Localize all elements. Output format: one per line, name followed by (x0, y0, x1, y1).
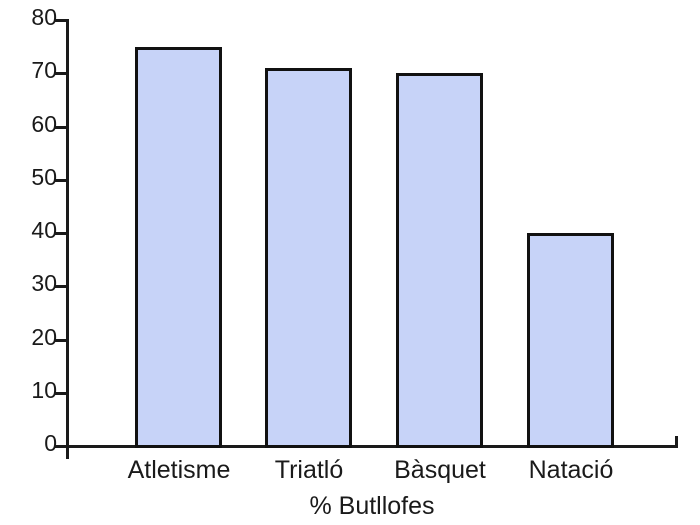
x-axis-title: % Butllofes (309, 492, 435, 520)
y-tick-mark (55, 285, 67, 288)
y-tick-label: 70 (31, 57, 57, 83)
y-tick-label: 60 (31, 111, 57, 137)
y-tick-mark (55, 232, 67, 235)
y-tick-mark (55, 339, 67, 342)
y-tick-label: 40 (31, 217, 57, 243)
y-tick-label: 50 (31, 164, 57, 190)
y-tick-label: 80 (31, 4, 57, 30)
y-tick-label: 20 (31, 324, 57, 350)
y-tick-mark (55, 392, 67, 395)
y-tick-mark (55, 126, 67, 129)
y-tick-mark (55, 179, 67, 182)
bar-natacio (527, 233, 614, 448)
y-tick-mark (55, 72, 67, 75)
y-axis-line (66, 19, 69, 459)
x-category-label: Atletisme (127, 456, 231, 484)
x-category-label: Natació (528, 456, 614, 484)
x-category-label: Bàsquet (394, 456, 486, 484)
bar-triatlo (265, 68, 352, 448)
x-category-label: Triatló (274, 456, 344, 484)
x-axis-end-tick (675, 436, 678, 448)
y-tick-label: 0 (44, 430, 57, 456)
y-tick-mark (55, 19, 67, 22)
x-axis-line (54, 445, 678, 448)
y-tick-label: 30 (31, 270, 57, 296)
bar-basquet (396, 73, 483, 448)
y-tick-label: 10 (31, 377, 57, 403)
bar-atletisme (135, 47, 222, 448)
y-tick-mark (55, 445, 67, 448)
